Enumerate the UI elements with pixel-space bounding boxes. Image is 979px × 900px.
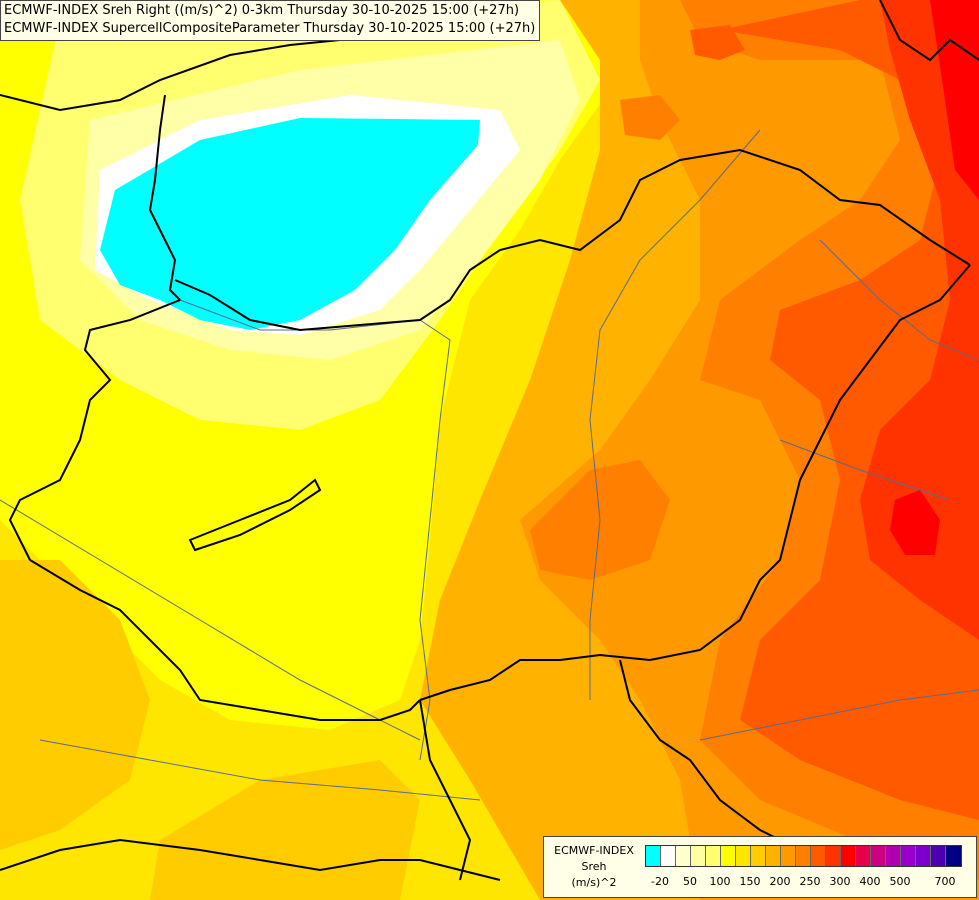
legend-tick-label: 50 — [683, 875, 697, 888]
border-slovakia-hungary — [174, 148, 971, 332]
border-croatia-bosnia — [0, 838, 501, 881]
river-sava — [39, 739, 481, 801]
border-lake-balaton — [188, 478, 322, 552]
legend-swatch — [796, 846, 811, 866]
legend-swatch — [856, 846, 871, 866]
map-title-box: ECMWF-INDEX Sreh Right ((m/s)^2) 0-3km T… — [0, 0, 541, 41]
border-serbia-west — [419, 699, 472, 881]
legend-swatch — [661, 846, 676, 866]
legend-swatch — [931, 846, 946, 866]
border-ukraine — [879, 0, 979, 62]
legend-swatch — [676, 846, 691, 866]
border-hungary-romania — [649, 264, 971, 661]
legend-tick-label: 250 — [799, 875, 821, 888]
legend-swatch — [646, 846, 661, 866]
legend-variable: Sreh — [581, 860, 607, 873]
color-legend: ECMWF-INDEX Sreh (m/s)^2 -20 50 100 150 200 2… — [543, 836, 977, 898]
legend-swatch — [916, 846, 931, 866]
region-orange-dark-northeast-blob — [620, 95, 680, 140]
legend-tick-label: 700 — [934, 875, 956, 888]
river-northeast — [819, 239, 979, 361]
region-deep-red-east — [890, 490, 940, 555]
legend-tick-label: -20 — [651, 875, 669, 888]
legend-tick-label: 300 — [829, 875, 851, 888]
river-tisza — [589, 129, 761, 700]
map-title-line1: ECMWF-INDEX Sreh Right ((m/s)^2) 0-3km T… — [4, 3, 520, 18]
legend-label: ECMWF-INDEX Sreh (m/s)^2 — [548, 843, 640, 891]
border-serbia-romania — [619, 659, 801, 851]
legend-swatch — [691, 846, 706, 866]
legend-tick-label: 150 — [739, 875, 761, 888]
river-southeast — [699, 689, 979, 741]
legend-swatch — [766, 846, 781, 866]
legend-model: ECMWF-INDEX — [554, 844, 634, 857]
legend-swatch — [781, 846, 796, 866]
legend-swatch — [901, 846, 916, 866]
border-austria-north — [148, 94, 181, 301]
legend-swatch — [721, 846, 736, 866]
legend-unit: (m/s)^2 — [571, 876, 617, 889]
legend-swatches — [645, 845, 962, 867]
legend-tick-label: 500 — [889, 875, 911, 888]
legend-swatch — [871, 846, 886, 866]
legend-swatch — [841, 846, 856, 866]
legend-swatch — [736, 846, 751, 866]
legend-swatch — [706, 846, 721, 866]
legend-swatch — [946, 846, 961, 866]
legend-tick-label: 200 — [769, 875, 791, 888]
region-cyan — [100, 118, 480, 330]
country-borders — [0, 0, 979, 881]
legend-swatch — [751, 846, 766, 866]
region-red-orange-east — [720, 0, 979, 820]
legend-swatch — [811, 846, 826, 866]
legend-ticks: -20 50 100 150 200 250 300 400 500 700 — [544, 875, 976, 891]
legend-swatch — [886, 846, 901, 866]
map-title-line2: ECMWF-INDEX SupercellCompositeParameter … — [4, 21, 536, 36]
river-east — [779, 439, 951, 501]
legend-tick-label: 400 — [859, 875, 881, 888]
region-red-orange-north-blob — [690, 25, 745, 60]
region-amber-southwest — [0, 560, 150, 850]
border-hungary-croatia — [29, 559, 421, 721]
legend-tick-label: 100 — [709, 875, 731, 888]
border-austria-hungary — [8, 299, 181, 561]
region-deep-red-northeast — [930, 0, 979, 200]
river-drava — [0, 499, 421, 741]
border-hungary-serbia — [419, 653, 651, 701]
legend-swatch — [826, 846, 841, 866]
